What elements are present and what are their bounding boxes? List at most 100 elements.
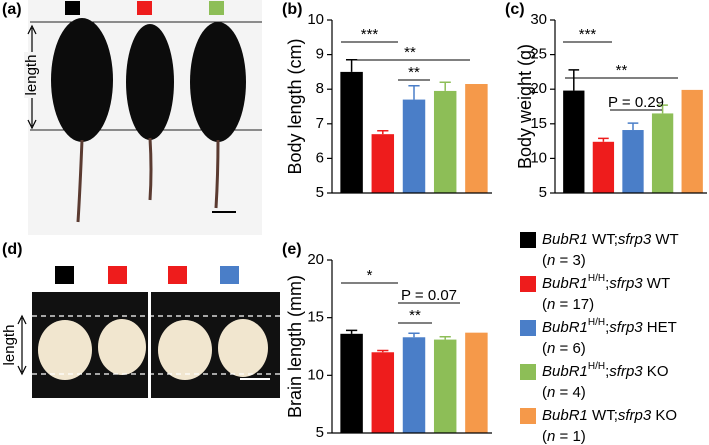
y-tick-label: 25: [530, 46, 547, 63]
legend-text: WT;: [588, 407, 618, 424]
legend-text: n: [547, 296, 555, 313]
legend-text: BubR1: [542, 319, 588, 336]
legend-text: sfrp3: [609, 275, 643, 292]
legend-text: = 1): [555, 428, 585, 445]
legend-text: WT: [643, 275, 671, 292]
significance-label: **: [404, 44, 416, 61]
y-tick-label: 10: [307, 11, 324, 28]
panel-label: (a): [2, 1, 22, 18]
legend-text: (: [542, 340, 547, 357]
panel-label: (e): [282, 241, 302, 258]
legend-text: = 6): [555, 340, 585, 357]
legend-text: WT;: [588, 231, 618, 248]
error-bar: [408, 84, 420, 100]
legend-text: BubR1: [542, 231, 588, 248]
significance-label: **: [616, 62, 628, 79]
bar: [402, 337, 426, 433]
y-tick-label: 20: [307, 251, 324, 268]
legend-label: BubR1 WT;sfrp3 KO: [542, 407, 677, 424]
legend-text: BubR1: [542, 363, 588, 380]
legend-label: BubR1 WT;sfrp3 WT: [542, 231, 679, 248]
bar: [371, 352, 395, 433]
y-tick-label: 5: [316, 184, 324, 201]
y-tick-label: 15: [307, 309, 324, 326]
legend-text: H/H: [588, 361, 605, 372]
photo-brains: [17, 266, 280, 398]
error-bar: [345, 329, 358, 334]
y-tick-label: 8: [316, 80, 324, 97]
error-bar: [408, 332, 420, 338]
legend-swatch: [520, 408, 536, 424]
error-bar: [657, 104, 668, 114]
legend-text: (: [542, 428, 547, 445]
legend-label: BubR1H/H;sfrp3 WT: [542, 273, 670, 292]
bar: [433, 90, 457, 193]
legend-text: sfrp3: [618, 407, 652, 424]
legend-text: HET: [643, 319, 677, 336]
bar: [681, 89, 703, 193]
panel-label: (b): [282, 1, 302, 18]
legend-label: BubR1H/H;sfrp3 KO: [542, 361, 668, 380]
panel-label: (c): [505, 1, 525, 18]
legend-text: H/H: [588, 317, 605, 328]
bar: [340, 333, 363, 433]
y-tick-label: 10: [530, 149, 547, 166]
significance-label: ***: [579, 26, 597, 43]
photo-label: length: [23, 55, 40, 96]
significance-label: P = 0.29: [608, 94, 664, 111]
y-tick-label: 15: [530, 115, 547, 132]
y-tick-label: 6: [316, 149, 324, 166]
legend-text: ;: [605, 319, 609, 336]
significance-label: **: [408, 64, 420, 81]
significance-label: *: [367, 267, 373, 284]
legend-text: n: [547, 384, 555, 401]
legend-text: ;: [605, 275, 609, 292]
y-tick-label: 20: [530, 80, 547, 97]
legend-text: = 4): [555, 384, 585, 401]
legend-text: H/H: [588, 273, 605, 284]
legend-text: BubR1: [542, 407, 588, 424]
bar: [622, 130, 644, 193]
significance-label: P = 0.07: [401, 287, 457, 304]
legend-text: KO: [643, 363, 669, 380]
y-tick-label: 7: [316, 115, 324, 132]
y-axis-label: Body length (cm): [285, 38, 305, 174]
error-bar: [627, 122, 639, 131]
y-axis-label: Brain length (mm): [285, 275, 305, 418]
legend-swatch: [520, 320, 536, 336]
legend-text: WT: [651, 231, 679, 248]
legend-label: (n = 3): [542, 252, 586, 269]
error-bar: [377, 129, 389, 135]
legend-swatch: [520, 364, 536, 380]
error-bar: [439, 81, 451, 91]
bar: [433, 339, 457, 433]
error-bar: [568, 69, 580, 91]
legend-text: sfrp3: [609, 319, 643, 336]
legend-swatch: [520, 232, 536, 248]
legend-text: (: [542, 296, 547, 313]
legend-text: BubR1: [542, 275, 588, 292]
legend-text: n: [547, 428, 555, 445]
y-tick-label: 10: [307, 366, 324, 383]
y-tick-label: 9: [316, 46, 324, 63]
bar: [465, 332, 488, 433]
y-axis-label: Body weight (g): [515, 44, 535, 169]
panel-label: (d): [2, 241, 22, 258]
error-bar: [377, 349, 389, 353]
bar: [592, 141, 615, 193]
legend-label: (n = 6): [542, 340, 586, 357]
photo-label: length: [1, 325, 18, 366]
y-tick-label: 30: [530, 11, 547, 28]
legend-text: sfrp3: [618, 231, 652, 248]
bar: [402, 99, 426, 193]
bar: [465, 84, 488, 193]
error-bar: [439, 335, 451, 340]
legend-text: KO: [651, 407, 677, 424]
significance-label: **: [409, 307, 421, 324]
legend-text: n: [547, 340, 555, 357]
legend-text: sfrp3: [609, 363, 643, 380]
error-bar: [598, 137, 609, 142]
bar: [563, 90, 585, 193]
bar: [371, 134, 395, 193]
